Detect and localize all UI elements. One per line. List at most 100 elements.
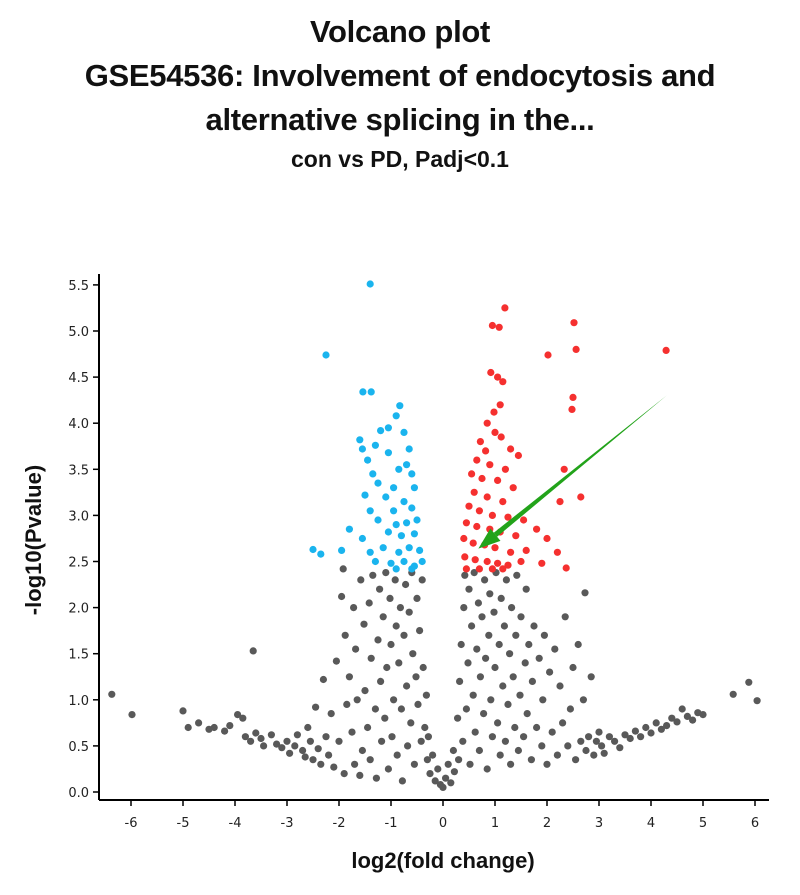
y-tick-label: 5.0 bbox=[68, 325, 89, 340]
data-point-ns bbox=[309, 756, 317, 764]
data-point-ns bbox=[455, 756, 463, 764]
data-point-ns bbox=[483, 765, 491, 773]
data-point-up bbox=[507, 548, 515, 556]
data-point-ns bbox=[478, 613, 486, 621]
data-point-up bbox=[495, 323, 503, 331]
data-point-down bbox=[379, 544, 387, 552]
data-point-ns bbox=[339, 565, 347, 573]
data-point-ns bbox=[249, 647, 257, 655]
chart-subtitle-line-1: GSE54536: Involvement of endocytosis and bbox=[84, 58, 716, 93]
data-point-ns bbox=[434, 765, 442, 773]
data-point-ns bbox=[291, 742, 299, 750]
data-point-ns bbox=[393, 751, 401, 759]
data-point-ns bbox=[476, 673, 484, 681]
data-point-ns bbox=[278, 744, 286, 752]
data-point-ns bbox=[456, 677, 464, 686]
data-point-ns bbox=[561, 613, 569, 621]
data-point-up bbox=[504, 561, 512, 569]
data-point-ns bbox=[572, 756, 580, 764]
data-point-up bbox=[572, 345, 580, 353]
data-point-ns bbox=[488, 733, 496, 741]
y-tick-label: 0.5 bbox=[68, 740, 89, 755]
data-point-down bbox=[322, 351, 330, 359]
x-tick-label: -4 bbox=[229, 816, 242, 831]
series-up bbox=[460, 304, 670, 573]
data-point-down bbox=[358, 445, 366, 453]
data-point-ns bbox=[495, 640, 503, 649]
data-point-down bbox=[358, 534, 366, 543]
x-axis-title: log2(fold change) bbox=[351, 848, 534, 873]
data-point-ns bbox=[338, 592, 346, 601]
chart-comparison: con vs PD, Padj<0.1 bbox=[291, 146, 509, 172]
y-tick-label: 3.0 bbox=[68, 509, 89, 524]
data-point-down bbox=[397, 532, 405, 540]
data-point-ns bbox=[450, 768, 458, 776]
data-point-down bbox=[374, 479, 382, 487]
data-point-ns bbox=[128, 711, 136, 719]
annotation-layer bbox=[478, 395, 667, 549]
data-point-ns bbox=[210, 723, 218, 732]
data-point-ns bbox=[423, 756, 431, 764]
data-point-up bbox=[487, 368, 495, 377]
data-point-up bbox=[460, 534, 468, 543]
data-point-ns bbox=[325, 751, 333, 759]
data-point-ns bbox=[422, 691, 430, 699]
data-point-ns bbox=[595, 728, 603, 736]
data-point-down bbox=[392, 565, 400, 573]
data-point-ns bbox=[470, 569, 478, 577]
data-point-down bbox=[359, 388, 367, 396]
data-point-down bbox=[390, 484, 398, 492]
y-tick-label: 3.5 bbox=[68, 463, 89, 478]
data-point-ns bbox=[533, 723, 541, 732]
data-point-ns bbox=[377, 677, 385, 686]
x-tick-label: -6 bbox=[125, 816, 138, 831]
data-point-up bbox=[501, 465, 509, 473]
data-point-ns bbox=[500, 622, 508, 630]
x-tick-label: -2 bbox=[333, 816, 346, 831]
data-point-ns bbox=[490, 608, 498, 616]
data-point-ns bbox=[407, 719, 415, 727]
data-point-ns bbox=[546, 668, 554, 676]
data-point-up bbox=[476, 438, 484, 446]
data-point-ns bbox=[579, 696, 588, 704]
data-point-ns bbox=[348, 728, 356, 736]
data-point-down bbox=[309, 545, 317, 554]
data-point-down bbox=[392, 412, 400, 420]
data-point-ns bbox=[365, 599, 373, 607]
data-point-ns bbox=[395, 659, 403, 667]
data-point-ns bbox=[590, 751, 598, 759]
data-point-ns bbox=[540, 631, 549, 639]
data-point-ns bbox=[474, 599, 482, 607]
data-point-ns bbox=[352, 645, 360, 653]
data-point-up bbox=[465, 502, 473, 510]
data-point-up bbox=[562, 564, 570, 572]
data-point-down bbox=[384, 424, 392, 432]
data-point-ns bbox=[647, 729, 655, 737]
data-point-up bbox=[469, 539, 477, 547]
data-point-up bbox=[496, 401, 504, 409]
data-point-down bbox=[369, 470, 377, 478]
data-point-ns bbox=[592, 737, 601, 745]
data-point-ns bbox=[657, 725, 666, 733]
data-point-ns bbox=[513, 571, 521, 579]
data-point-ns bbox=[366, 756, 374, 764]
data-point-ns bbox=[343, 700, 351, 709]
data-point-up bbox=[494, 476, 502, 484]
data-point-ns bbox=[509, 673, 517, 681]
data-point-down bbox=[392, 521, 400, 529]
data-point-up bbox=[470, 488, 478, 496]
data-point-down bbox=[395, 548, 403, 556]
data-point-ns bbox=[299, 746, 307, 755]
data-point-ns bbox=[577, 737, 585, 745]
data-point-up bbox=[473, 522, 481, 531]
series-down bbox=[309, 280, 426, 573]
data-point-ns bbox=[426, 770, 434, 778]
data-point-ns bbox=[637, 733, 645, 741]
data-point-down bbox=[374, 516, 382, 524]
data-point-ns bbox=[496, 751, 504, 759]
data-point-ns bbox=[461, 571, 469, 579]
data-point-ns bbox=[429, 751, 437, 759]
data-point-down bbox=[356, 436, 364, 444]
data-point-ns bbox=[507, 760, 515, 768]
data-point-ns bbox=[416, 627, 424, 635]
